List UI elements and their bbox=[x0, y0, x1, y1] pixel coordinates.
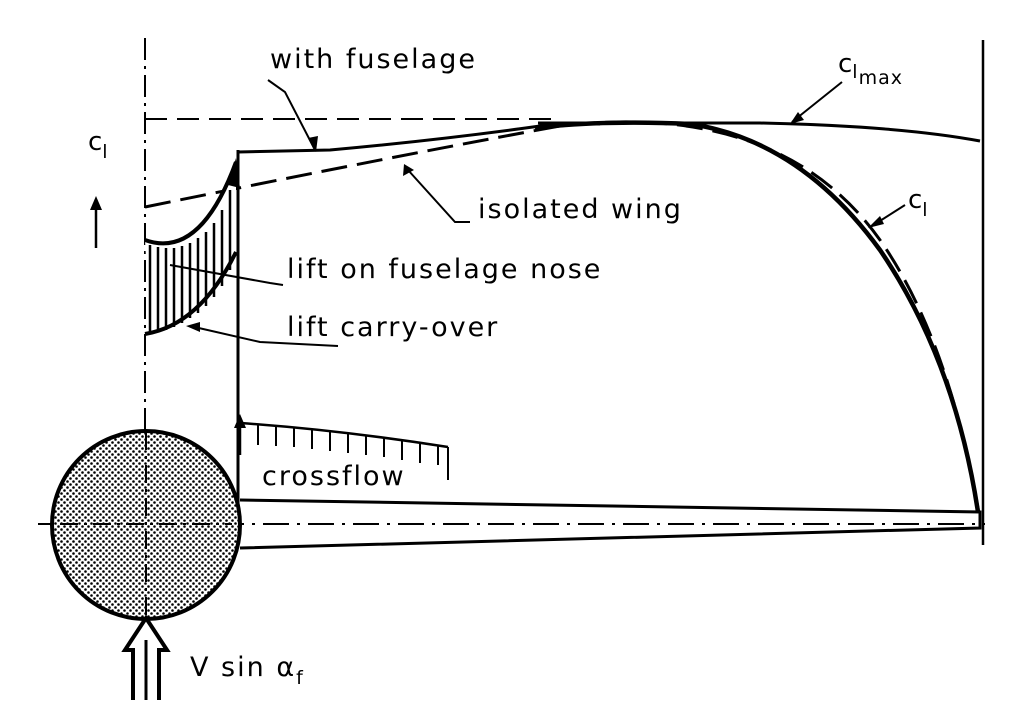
velocity-arrow bbox=[121, 614, 171, 700]
label-crossflow: crossflow bbox=[262, 461, 406, 492]
label-cl-axis: cl bbox=[88, 127, 109, 163]
nose-lift-region bbox=[144, 158, 240, 336]
label-lift-carry-over: lift carry-over bbox=[287, 312, 499, 343]
label-with-fuselage: with fuselage bbox=[270, 44, 477, 75]
leader-lift-on-fuselage-nose bbox=[169, 264, 284, 286]
label-cl-max: clmax bbox=[838, 49, 903, 89]
nose-lift-arrowhead bbox=[228, 158, 240, 188]
leader-isolated-wing bbox=[403, 164, 470, 223]
label-isolated-wing: isolated wing bbox=[478, 194, 683, 225]
leader-lift-carry-over bbox=[186, 322, 339, 347]
label-lift-on-fuselage-nose: lift on fuselage nose bbox=[287, 254, 602, 285]
label-velocity: V sin αf bbox=[190, 652, 304, 689]
crossflow-distribution bbox=[234, 414, 449, 480]
cl-max-curve bbox=[538, 121, 981, 143]
leader-with-fuselage bbox=[267, 79, 318, 152]
label-cl-curve: cl bbox=[908, 185, 929, 221]
cl-axis-arrow bbox=[90, 196, 102, 248]
leader-cl-max bbox=[790, 81, 843, 124]
fuselage-cross-section bbox=[50, 429, 242, 621]
cl-distribution-curve bbox=[534, 120, 981, 513]
leader-cl-curve bbox=[868, 204, 906, 228]
